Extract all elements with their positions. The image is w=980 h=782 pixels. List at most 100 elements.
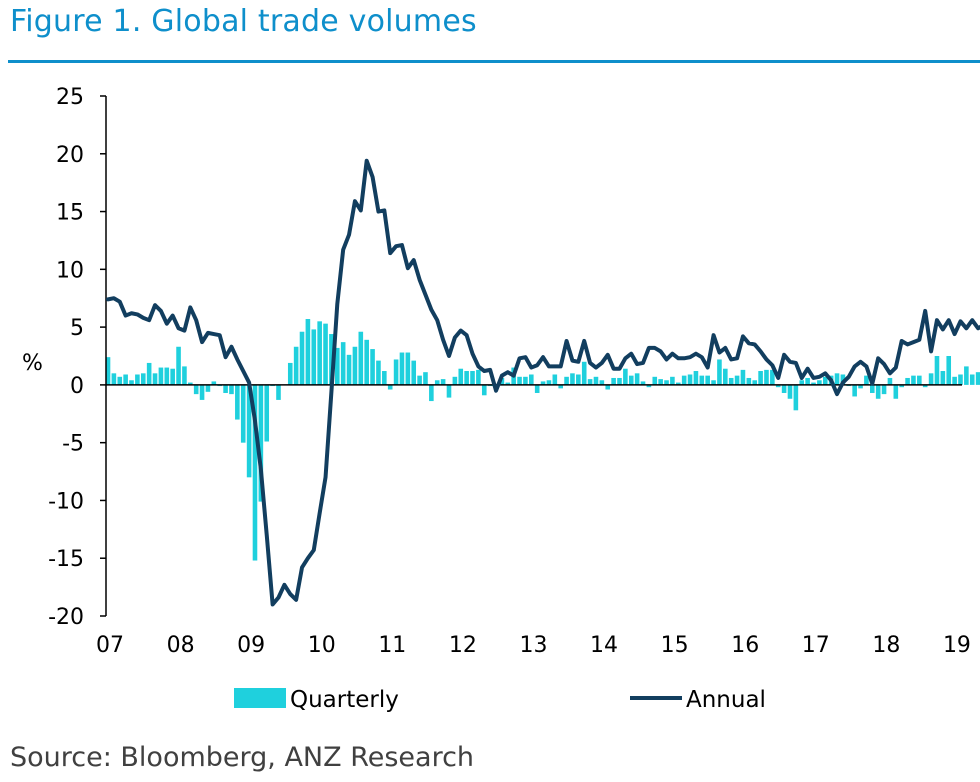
quarterly-bar <box>628 375 634 385</box>
quarterly-bar <box>505 382 511 385</box>
quarterly-bar <box>752 380 758 385</box>
quarterly-bar <box>634 373 640 385</box>
quarterly-bar <box>640 381 646 385</box>
quarterly-bar <box>599 380 605 385</box>
quarterly-bar <box>717 359 722 385</box>
quarterly-bar <box>911 375 916 385</box>
quarterly-bar <box>458 368 464 385</box>
quarterly-bar <box>252 384 258 561</box>
quarterly-bar <box>399 352 405 385</box>
quarterly-bar <box>476 369 481 385</box>
quarterly-bar <box>188 382 193 385</box>
quarterly-bar <box>111 373 117 385</box>
quarterly-bar <box>129 380 134 385</box>
quarterly-bar <box>258 384 264 502</box>
y-tick-label: -20 <box>48 605 84 630</box>
x-tick-label: 11 <box>378 633 406 658</box>
quarterly-bar <box>517 376 522 385</box>
quarterly-bar <box>670 376 675 385</box>
quarterly-bar <box>605 384 611 390</box>
quarterly-bar <box>223 384 228 393</box>
quarterly-bar <box>899 384 904 388</box>
quarterly-bar <box>193 384 199 395</box>
quarterly-bar <box>429 384 434 402</box>
quarterly-bar <box>405 352 411 385</box>
quarterly-bar <box>182 366 187 385</box>
quarterly-bar <box>770 369 775 385</box>
quarterly-bar <box>864 375 869 385</box>
quarterly-bar <box>852 384 857 397</box>
quarterly-bar <box>893 384 899 399</box>
quarterly-bar <box>870 384 875 393</box>
quarterly-bar <box>523 376 528 385</box>
quarterly-bar <box>758 371 763 385</box>
quarterly-bar <box>623 368 628 385</box>
legend-label-annual: Annual <box>686 687 766 713</box>
quarterly-bar <box>211 381 217 385</box>
quarterly-bar <box>534 384 540 393</box>
quarterly-bar <box>529 374 534 385</box>
quarterly-bar <box>570 373 575 385</box>
quarterly-bar <box>105 357 111 385</box>
quarterly-bar <box>387 384 393 390</box>
quarterly-bar <box>576 374 581 385</box>
quarterly-bar <box>811 382 816 385</box>
quarterly-bar <box>652 376 658 385</box>
quarterly-bar <box>146 362 152 385</box>
quarterly-bar <box>964 366 969 385</box>
x-tick-label: 17 <box>802 633 830 658</box>
x-tick-label: 07 <box>96 633 124 658</box>
quarterly-bar <box>664 380 669 385</box>
quarterly-bars <box>105 319 980 561</box>
quarterly-bar <box>411 360 417 385</box>
quarterly-bar <box>358 331 364 385</box>
x-tick-label: 16 <box>731 633 759 658</box>
quarterly-bar <box>417 375 422 385</box>
quarterly-bar <box>446 384 452 398</box>
quarterly-bar <box>805 377 810 385</box>
quarterly-bar <box>323 323 328 385</box>
quarterly-bar <box>611 377 616 385</box>
annual-line-layer <box>106 158 980 607</box>
quarterly-bar <box>922 384 928 388</box>
quarterly-bar <box>470 371 475 385</box>
quarterly-bar <box>687 374 693 385</box>
quarterly-bar <box>693 371 699 385</box>
x-tick-label: 13 <box>519 633 547 658</box>
quarterly-bar <box>975 372 980 385</box>
quarterly-bar <box>793 384 799 411</box>
quarterly-bar <box>746 377 752 385</box>
quarterly-bar <box>675 382 681 385</box>
quarterly-bar <box>140 373 146 385</box>
quarterly-bar <box>123 374 128 385</box>
y-tick-label: 10 <box>56 258 84 283</box>
y-tick-label: 25 <box>56 85 84 110</box>
quarterly-bar <box>840 374 846 385</box>
quarterly-bar <box>299 331 305 385</box>
trade-volume-chart: 25 20 15 10 5 0 -5 -10 -15 -20 07 08 09 10 11 12 13 14 15 1… <box>22 85 980 713</box>
quarterly-bar <box>681 375 687 385</box>
quarterly-bar <box>723 368 728 385</box>
quarterly-bar <box>946 356 952 385</box>
quarterly-bar <box>329 334 334 385</box>
quarterly-bar <box>135 374 140 385</box>
quarterly-bar <box>875 384 881 399</box>
quarterly-bar <box>887 377 893 385</box>
y-tick-label: 15 <box>56 201 84 226</box>
quarterly-bar <box>822 376 828 385</box>
quarterly-bar <box>235 384 240 420</box>
legend: Quarterly Annual <box>234 687 766 713</box>
quarterly-bar <box>170 368 175 385</box>
quarterly-bar <box>699 375 705 385</box>
quarterly-bar <box>370 349 375 385</box>
quarterly-bar <box>940 371 946 385</box>
quarterly-bar <box>352 346 358 385</box>
quarterly-bar <box>558 384 563 389</box>
quarterly-bar <box>928 373 934 385</box>
quarterly-bar <box>311 329 317 385</box>
quarterly-bar <box>276 384 281 400</box>
quarterly-bar <box>917 375 922 385</box>
quarterly-bar <box>376 360 381 385</box>
axes <box>100 95 962 617</box>
quarterly-bar <box>117 376 123 385</box>
